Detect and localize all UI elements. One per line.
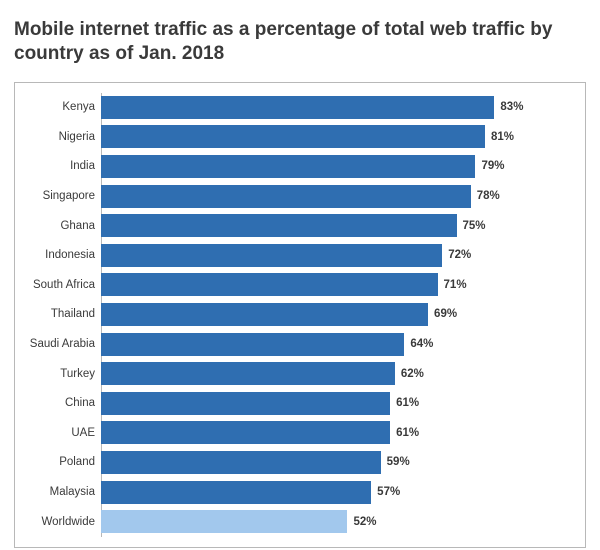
bar-row: Saudi Arabia 64%: [15, 329, 575, 359]
category-label: China: [15, 397, 101, 409]
bar: [101, 303, 428, 326]
bar-track: 64%: [101, 329, 575, 359]
bar: [101, 451, 381, 474]
value-label: 69%: [434, 308, 457, 320]
bar: [101, 362, 395, 385]
value-label: 71%: [444, 279, 467, 291]
bar-track: 69%: [101, 300, 575, 330]
value-label: 61%: [396, 427, 419, 439]
bar-row: Kenya 83%: [15, 93, 575, 123]
bar-row: South Africa 71%: [15, 270, 575, 300]
bar-track: 79%: [101, 152, 575, 182]
bar-track: 71%: [101, 270, 575, 300]
bar-row: Turkey 62%: [15, 359, 575, 389]
value-label: 75%: [463, 220, 486, 232]
value-label: 52%: [353, 516, 376, 528]
bar-track: 83%: [101, 93, 575, 123]
bar-rows-container: Kenya 83% Nigeria 81% India 79% Singapore 78% Gh…: [15, 93, 575, 537]
category-label: Poland: [15, 456, 101, 468]
value-label: 64%: [410, 338, 433, 350]
bar-track: 62%: [101, 359, 575, 389]
category-label: Indonesia: [15, 249, 101, 261]
bar-row: Nigeria 81%: [15, 122, 575, 152]
category-label: India: [15, 160, 101, 172]
value-label: 78%: [477, 190, 500, 202]
category-label: Nigeria: [15, 131, 101, 143]
bar-track: 57%: [101, 477, 575, 507]
value-label: 81%: [491, 131, 514, 143]
bar: [101, 392, 390, 415]
category-label: Worldwide: [15, 516, 101, 528]
category-label: UAE: [15, 427, 101, 439]
bar-row: Indonesia 72%: [15, 240, 575, 270]
bar: [101, 421, 390, 444]
bar-track: 81%: [101, 122, 575, 152]
bar: [101, 125, 485, 148]
bar: [101, 333, 404, 356]
bar-row: Poland 59%: [15, 448, 575, 478]
category-label: Malaysia: [15, 486, 101, 498]
bar-track: 61%: [101, 388, 575, 418]
chart-title: Mobile internet traffic as a percentage …: [14, 18, 586, 66]
bar: [101, 155, 475, 178]
bar: [101, 481, 371, 504]
bar-track: 75%: [101, 211, 575, 241]
bar-row: Singapore 78%: [15, 181, 575, 211]
bar-row: UAE 61%: [15, 418, 575, 448]
value-label: 57%: [377, 486, 400, 498]
value-label: 79%: [481, 160, 504, 172]
category-label: Saudi Arabia: [15, 338, 101, 350]
category-label: Kenya: [15, 101, 101, 113]
category-label: Thailand: [15, 308, 101, 320]
bar: [101, 510, 347, 533]
bar-track: 61%: [101, 418, 575, 448]
bar-track: 59%: [101, 448, 575, 478]
value-label: 61%: [396, 397, 419, 409]
category-label: South Africa: [15, 279, 101, 291]
bar: [101, 244, 442, 267]
value-label: 72%: [448, 249, 471, 261]
category-label: Singapore: [15, 190, 101, 202]
bar-row: Thailand 69%: [15, 300, 575, 330]
bar-row: China 61%: [15, 388, 575, 418]
bar-row: Worldwide 52%: [15, 507, 575, 537]
bar: [101, 214, 457, 237]
bar-track: 52%: [101, 507, 575, 537]
bar-row: India 79%: [15, 152, 575, 182]
bar-row: Malaysia 57%: [15, 477, 575, 507]
bar-row: Ghana 75%: [15, 211, 575, 241]
chart-plot-area: Kenya 83% Nigeria 81% India 79% Singapore 78% Gh…: [14, 82, 586, 548]
bar: [101, 96, 494, 119]
category-label: Turkey: [15, 368, 101, 380]
value-label: 62%: [401, 368, 424, 380]
value-label: 59%: [387, 456, 410, 468]
value-label: 83%: [500, 101, 523, 113]
bar-track: 78%: [101, 181, 575, 211]
bar: [101, 273, 438, 296]
bar: [101, 185, 471, 208]
category-label: Ghana: [15, 220, 101, 232]
bar-track: 72%: [101, 240, 575, 270]
